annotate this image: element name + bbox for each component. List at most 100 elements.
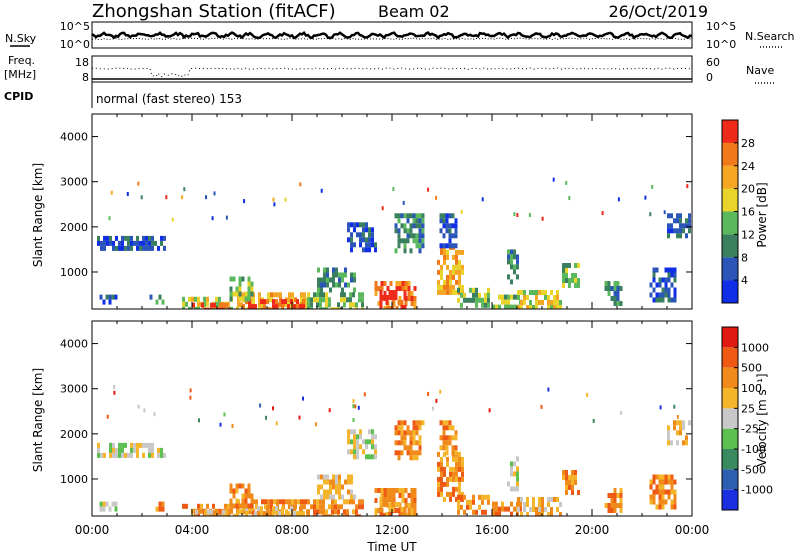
data-cell	[510, 254, 513, 260]
data-cell	[127, 452, 130, 458]
data-cell	[265, 415, 267, 420]
data-cell	[516, 254, 519, 260]
x-tick-label: 12:00	[375, 523, 410, 537]
data-cell	[574, 263, 577, 268]
data-cell	[452, 264, 455, 270]
data-cell	[442, 213, 446, 219]
data-cell	[449, 466, 452, 472]
data-cell	[232, 503, 236, 509]
data-cell	[410, 291, 414, 296]
data-cell	[682, 425, 685, 431]
data-cell	[310, 302, 313, 308]
data-cell	[397, 450, 401, 456]
data-cell	[463, 509, 466, 515]
data-cell	[652, 489, 656, 495]
data-cell	[421, 228, 425, 234]
data-cell	[538, 502, 541, 507]
data-cell	[240, 509, 243, 515]
data-cell	[607, 286, 611, 291]
data-cell	[448, 223, 452, 229]
data-cell	[619, 493, 623, 498]
data-cell	[230, 508, 233, 514]
data-cell	[331, 509, 334, 515]
data-cell	[139, 240, 142, 246]
data-cell	[452, 466, 455, 472]
data-cell	[513, 254, 516, 260]
data-cell	[112, 245, 115, 251]
data-cell	[541, 290, 544, 295]
data-cell	[413, 296, 417, 301]
data-cell	[303, 499, 306, 505]
data-cell	[670, 489, 674, 495]
data-cell	[207, 514, 210, 516]
data-cell	[108, 506, 112, 512]
data-cell	[472, 509, 475, 515]
data-cell	[446, 279, 449, 285]
data-cell	[276, 509, 279, 515]
data-cell	[362, 247, 365, 253]
data-cell	[182, 306, 185, 309]
x-axis-label: Time UT	[366, 540, 417, 554]
data-cell	[332, 267, 335, 273]
data-cell	[406, 445, 410, 451]
data-cell	[317, 277, 320, 283]
data-cell	[451, 425, 455, 431]
data-cell	[379, 290, 383, 295]
data-cell	[115, 447, 118, 453]
data-cell	[437, 476, 440, 482]
data-cell	[109, 447, 112, 453]
data-cell	[607, 493, 611, 498]
data-cell	[97, 235, 100, 241]
data-cell	[455, 476, 458, 482]
data-cell	[407, 508, 411, 513]
data-cell	[235, 488, 239, 494]
data-cell	[460, 494, 463, 500]
velocity-colorbar-label: Velocity [m s⁻¹]	[755, 373, 769, 466]
data-cell	[541, 300, 544, 305]
data-cell	[391, 295, 395, 300]
data-cell	[350, 232, 353, 238]
data-cell	[498, 511, 501, 516]
data-cell	[409, 445, 413, 451]
data-cell	[670, 484, 674, 490]
data-cell	[451, 435, 455, 441]
data-cell	[394, 228, 398, 234]
data-cell	[492, 501, 495, 507]
data-cell	[350, 222, 353, 228]
data-cell	[410, 513, 414, 516]
data-cell	[293, 511, 296, 516]
data-cell	[272, 304, 275, 309]
data-cell	[455, 466, 458, 472]
colorbar-segment	[722, 347, 738, 368]
data-cell	[133, 240, 136, 246]
data-cell	[451, 223, 455, 229]
data-cell	[105, 501, 109, 507]
data-cell	[415, 233, 419, 239]
data-cell	[300, 292, 303, 298]
data-cell	[352, 509, 355, 515]
data-cell	[326, 282, 329, 288]
data-cell	[247, 493, 251, 499]
data-cell	[257, 511, 260, 516]
data-cell	[374, 513, 378, 516]
data-cell	[329, 277, 332, 283]
data-cell	[188, 306, 191, 309]
data-cell	[307, 499, 310, 505]
data-cell	[442, 243, 446, 249]
data-cell	[148, 452, 151, 458]
data-cell	[163, 452, 166, 458]
data-cell	[273, 499, 276, 505]
data-cell	[109, 442, 112, 448]
data-cell	[418, 425, 422, 431]
data-cell	[285, 509, 288, 515]
data-cell	[519, 501, 522, 507]
data-cell	[341, 287, 344, 293]
y-tick-label: 1000	[60, 473, 88, 486]
data-cell	[501, 299, 504, 305]
data-cell	[407, 286, 411, 291]
data-cell	[478, 494, 481, 500]
data-cell	[454, 233, 458, 239]
data-cell	[448, 425, 452, 431]
data-cell	[492, 506, 495, 512]
data-cell	[363, 392, 366, 397]
